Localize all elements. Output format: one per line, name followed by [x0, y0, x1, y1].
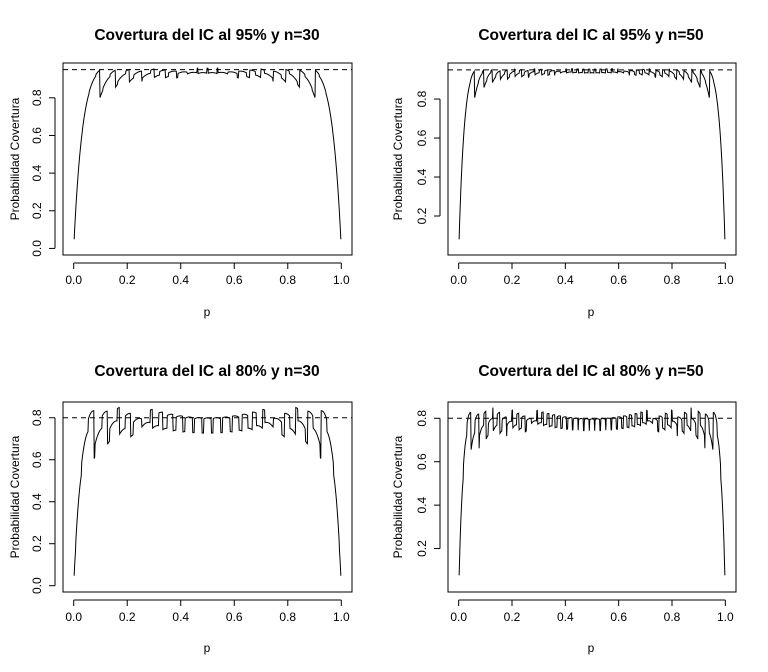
y-tick-label: 0.4 [30, 164, 44, 181]
plot-frame [62, 62, 353, 256]
x-tick-label: 0.2 [504, 273, 521, 287]
y-tick-label: 0.8 [415, 90, 429, 107]
y-axis-label: Probabilidad Covertura [8, 97, 22, 220]
coverage-line [458, 407, 726, 576]
y-tick-label: 0.8 [30, 89, 44, 106]
y-tick-label: 0.2 [30, 535, 44, 552]
x-tick-label: 0.2 [504, 610, 521, 624]
x-tick-label: 0.4 [172, 610, 189, 624]
coverage-line [73, 67, 342, 240]
y-axis-label: Probabilidad Covertura [391, 435, 405, 558]
y-tick-label: 0.6 [30, 127, 44, 144]
y-tick-label: 0.2 [30, 202, 44, 219]
x-tick-label: 0.6 [610, 610, 627, 624]
plot-frame [62, 401, 353, 593]
y-tick-label: 0.0 [30, 577, 44, 594]
y-tick-label: 0.6 [415, 453, 429, 470]
y-tick-label: 0.4 [30, 493, 44, 510]
x-tick-label: 0.8 [279, 610, 296, 624]
chart-title: Covertura del IC al 95% y n=50 [478, 27, 703, 44]
y-tick-label: 0.8 [415, 410, 429, 427]
x-tick-label: 1.0 [717, 273, 734, 287]
chart-panel-3: Covertura del IC al 80% y n=30 0.0 0.2 0.4 0… [8, 363, 353, 655]
x-tick-label: 0.6 [610, 273, 627, 287]
x-axis-label: p [204, 641, 211, 655]
y-tick-label: 0.6 [30, 451, 44, 468]
x-tick-label: 0.8 [664, 610, 681, 624]
x-axis-label: p [588, 641, 595, 655]
y-tick-label: 0.0 [30, 240, 44, 257]
x-tick-label: 0.8 [664, 273, 681, 287]
y-tick-label: 0.8 [30, 409, 44, 426]
x-axis-label: p [588, 305, 595, 319]
x-tick-label: 0.0 [65, 610, 82, 624]
chart-panel-1: Covertura del IC al 95% y n=30 0.0 0.2 0.4 0… [8, 27, 353, 319]
plot-frame [447, 62, 737, 256]
y-tick-label: 0.6 [415, 129, 429, 146]
y-axis-label: Probabilidad Covertura [8, 435, 22, 558]
x-tick-label: 0.2 [119, 610, 136, 624]
x-tick-label: 1.0 [717, 610, 734, 624]
chart-title: Covertura del IC al 80% y n=30 [94, 363, 319, 380]
y-tick-label: 0.4 [415, 168, 429, 185]
x-tick-label: 0.2 [119, 273, 136, 287]
x-tick-label: 1.0 [333, 610, 350, 624]
y-tick-label: 0.4 [415, 496, 429, 513]
x-tick-label: 0.0 [450, 610, 467, 624]
chart-panel-4: Covertura del IC al 80% y n=50 0.0 0.2 0.4 0… [391, 363, 737, 655]
coverage-line [73, 406, 342, 576]
chart-panel-2: Covertura del IC al 95% y n=50 0.0 0.2 0.4 0… [391, 27, 737, 319]
x-tick-label: 0.8 [279, 273, 296, 287]
chart-title: Covertura del IC al 95% y n=30 [94, 27, 319, 44]
x-tick-label: 0.4 [557, 610, 574, 624]
x-tick-label: 0.0 [65, 273, 82, 287]
x-tick-label: 1.0 [333, 273, 350, 287]
y-axis-label: Probabilidad Covertura [391, 97, 405, 220]
x-tick-label: 0.4 [557, 273, 574, 287]
y-tick-label: 0.2 [415, 540, 429, 557]
x-tick-label: 0.6 [226, 273, 243, 287]
plot-frame [447, 401, 737, 593]
x-tick-label: 0.6 [226, 610, 243, 624]
y-tick-label: 0.2 [415, 207, 429, 224]
x-tick-label: 0.4 [172, 273, 189, 287]
x-tick-label: 0.0 [450, 273, 467, 287]
x-axis-label: p [204, 305, 211, 319]
coverage-line [458, 68, 726, 240]
chart-title: Covertura del IC al 80% y n=50 [478, 363, 703, 380]
